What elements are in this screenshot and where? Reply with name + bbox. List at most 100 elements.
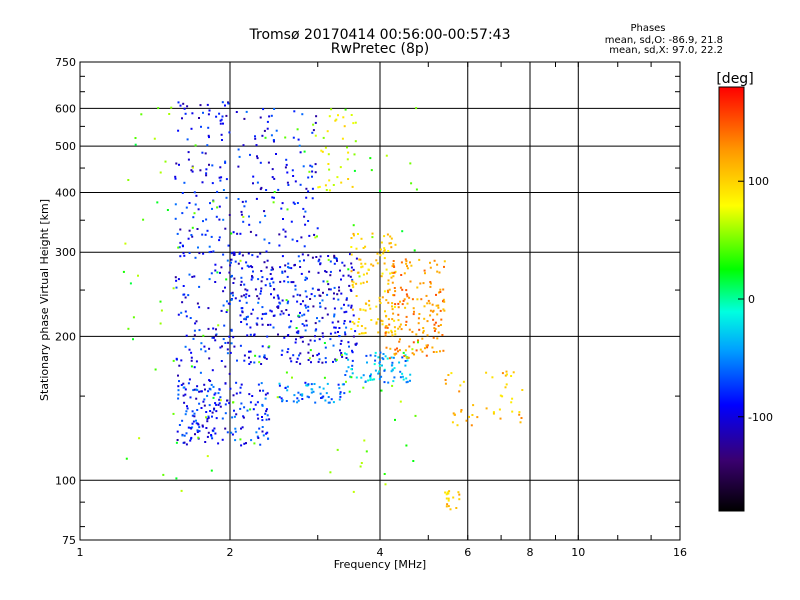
data-point	[286, 275, 289, 278]
data-point	[227, 244, 230, 247]
data-point	[264, 136, 267, 139]
data-point	[301, 393, 304, 396]
data-point	[227, 341, 230, 344]
data-point	[442, 300, 444, 303]
y-tick-label: 500	[55, 140, 76, 153]
data-point	[175, 477, 178, 480]
data-point	[208, 109, 211, 112]
data-point	[405, 377, 408, 380]
data-point	[299, 294, 302, 297]
data-point	[227, 102, 230, 105]
data-point	[391, 318, 394, 321]
data-point	[358, 275, 361, 278]
data-point	[405, 260, 408, 263]
data-point	[189, 439, 192, 442]
data-point	[328, 115, 331, 118]
data-point	[272, 201, 275, 204]
data-point	[191, 414, 194, 417]
data-point	[294, 284, 297, 287]
data-point	[347, 358, 350, 361]
data-point	[324, 357, 327, 360]
data-point	[288, 266, 291, 269]
data-point	[224, 286, 226, 289]
data-point	[296, 357, 299, 360]
data-point	[197, 246, 199, 249]
data-point	[211, 415, 213, 418]
data-point	[213, 393, 216, 396]
data-point	[270, 114, 273, 117]
data-point	[174, 276, 177, 279]
data-point	[333, 262, 336, 265]
data-point	[238, 299, 241, 302]
data-point	[321, 332, 324, 335]
data-point	[204, 388, 206, 391]
data-point	[248, 223, 251, 226]
data-point	[261, 419, 264, 422]
data-point	[286, 389, 289, 392]
data-point	[277, 297, 280, 300]
data-point	[270, 268, 273, 271]
data-point	[277, 305, 280, 308]
data-point	[301, 340, 304, 343]
x-tick-label: 8	[527, 546, 534, 559]
data-point	[429, 314, 432, 317]
data-point	[192, 216, 195, 219]
data-point	[183, 254, 186, 257]
data-point	[175, 441, 178, 444]
data-point	[208, 278, 211, 281]
data-point	[206, 417, 209, 420]
data-point	[261, 426, 264, 428]
data-point	[319, 263, 322, 266]
data-point	[439, 324, 442, 326]
data-point	[204, 441, 207, 443]
data-point	[329, 471, 332, 474]
data-point	[404, 360, 407, 362]
data-point	[268, 418, 271, 421]
data-point	[309, 349, 312, 352]
data-point	[308, 270, 311, 273]
data-point	[239, 314, 242, 317]
data-point	[273, 296, 275, 299]
data-point	[325, 271, 328, 273]
data-point	[350, 237, 353, 239]
data-point	[198, 306, 201, 309]
data-point	[381, 320, 384, 323]
data-point	[448, 490, 451, 493]
data-point	[266, 127, 269, 130]
data-point	[297, 314, 300, 317]
data-point	[241, 426, 244, 429]
data-point	[221, 115, 224, 118]
data-point	[417, 322, 420, 325]
data-point	[280, 353, 283, 356]
data-point	[289, 357, 292, 360]
data-point	[231, 416, 234, 419]
data-point	[468, 415, 470, 418]
data-point	[333, 313, 336, 316]
data-point	[243, 317, 246, 320]
data-point	[350, 328, 353, 330]
data-point	[206, 420, 209, 423]
data-point	[290, 220, 293, 223]
data-point	[334, 358, 337, 361]
data-point	[351, 321, 354, 323]
data-point	[211, 429, 214, 432]
data-point	[443, 309, 446, 312]
data-point	[376, 262, 379, 265]
data-point	[182, 386, 185, 389]
data-point	[299, 362, 302, 365]
data-point	[249, 326, 252, 329]
data-point	[277, 306, 280, 309]
data-point	[256, 255, 259, 258]
data-point	[332, 184, 335, 186]
data-point	[307, 176, 310, 179]
data-point	[453, 413, 456, 416]
data-point	[346, 146, 348, 149]
x-tick-label: 1	[77, 546, 84, 559]
data-point	[431, 346, 434, 349]
data-point	[182, 394, 185, 397]
data-point	[332, 360, 334, 363]
data-point	[272, 281, 275, 284]
data-point	[182, 102, 185, 105]
data-point	[418, 313, 421, 315]
data-point	[233, 345, 236, 348]
